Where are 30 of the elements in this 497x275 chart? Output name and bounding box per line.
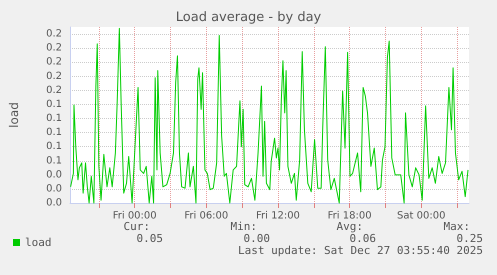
y-tick-label: 0.0 — [46, 169, 62, 180]
y-tick-label: 0.2 — [46, 42, 62, 54]
x-tick-label: Fri 06:00 — [184, 210, 228, 222]
text: Max: — [444, 220, 470, 233]
text: Min: — [230, 220, 258, 233]
y-tick-label: 0.1 — [46, 113, 62, 124]
y-tick-label: 0.1 — [46, 141, 62, 152]
y-tick-label: 0.1 — [46, 127, 62, 138]
y-tick-label: 0.0 — [46, 198, 62, 208]
x-tick-label: Sat 00:00 — [397, 210, 446, 222]
text: Cur: — [124, 220, 150, 233]
chart-title: Load average - by day — [176, 10, 322, 25]
text: Avg: — [336, 220, 364, 233]
text: Last update: Sat Dec 27 03:55:40 2025 — [238, 244, 484, 257]
y-tick-label: 0.2 — [46, 84, 62, 96]
legend-label: load — [25, 236, 52, 249]
y-tick-label: 0.0 — [46, 183, 62, 194]
x-tick-label: Fri 12:00 — [256, 210, 300, 222]
text: 0.05 — [136, 232, 164, 245]
x-tick-label: Fri 18:00 — [328, 210, 372, 222]
text: 0.00 — [244, 232, 270, 245]
text: 0.25 — [456, 232, 484, 245]
y-axis-title: load — [7, 102, 21, 128]
x-tick-label: Fri 00:00 — [112, 210, 157, 222]
y-tick-label: 0.1 — [46, 98, 62, 110]
y-tick-label: 0.2 — [46, 70, 62, 82]
y-tick-label: 0.2 — [46, 56, 62, 68]
y-tick-label: 0.2 — [46, 28, 62, 40]
text: 0.06 — [350, 232, 376, 245]
y-tick-label: 0.1 — [46, 155, 62, 166]
